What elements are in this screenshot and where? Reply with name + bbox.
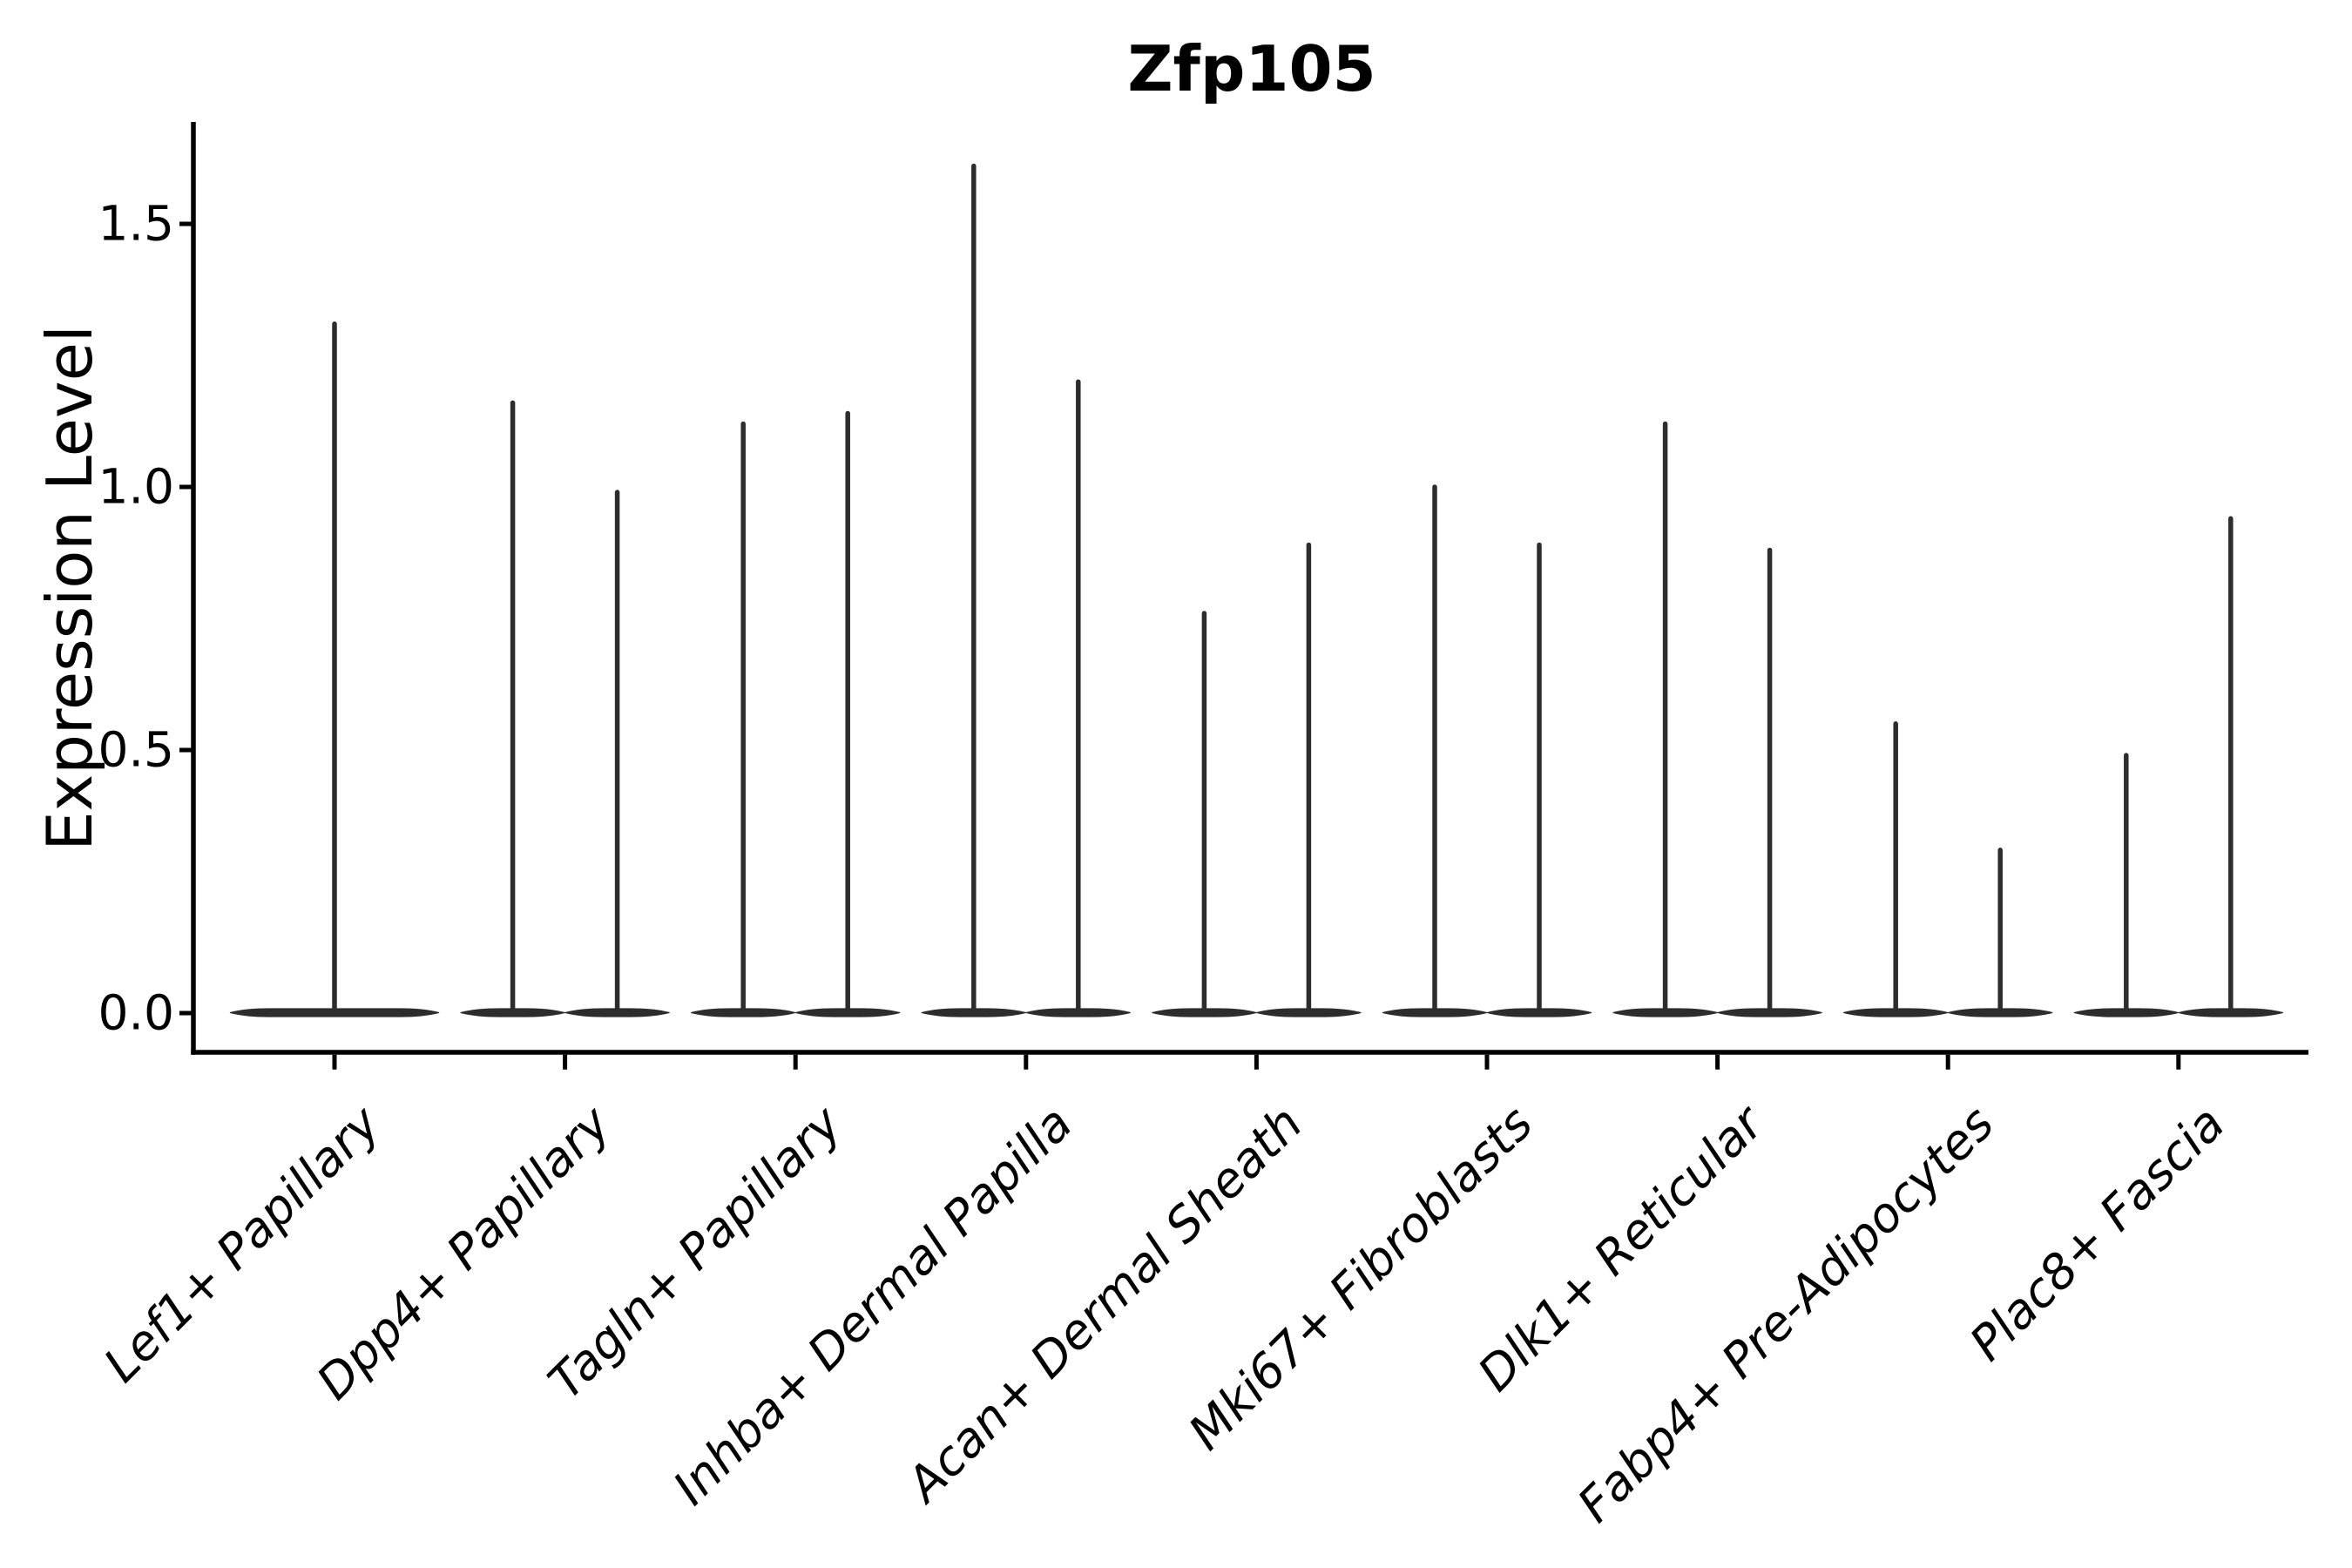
y-tick-label: 1.0: [98, 458, 174, 515]
violins-layer: [229, 163, 2283, 1017]
y-tick-label: 1.5: [98, 195, 174, 252]
y-axis-label: Expression Level: [33, 325, 106, 851]
y-tick-label: 0.5: [98, 721, 174, 778]
chart-title: Zfp105: [1127, 32, 1376, 105]
axes-layer: [179, 122, 2308, 1070]
y-tick-label: 0.0: [98, 984, 174, 1041]
